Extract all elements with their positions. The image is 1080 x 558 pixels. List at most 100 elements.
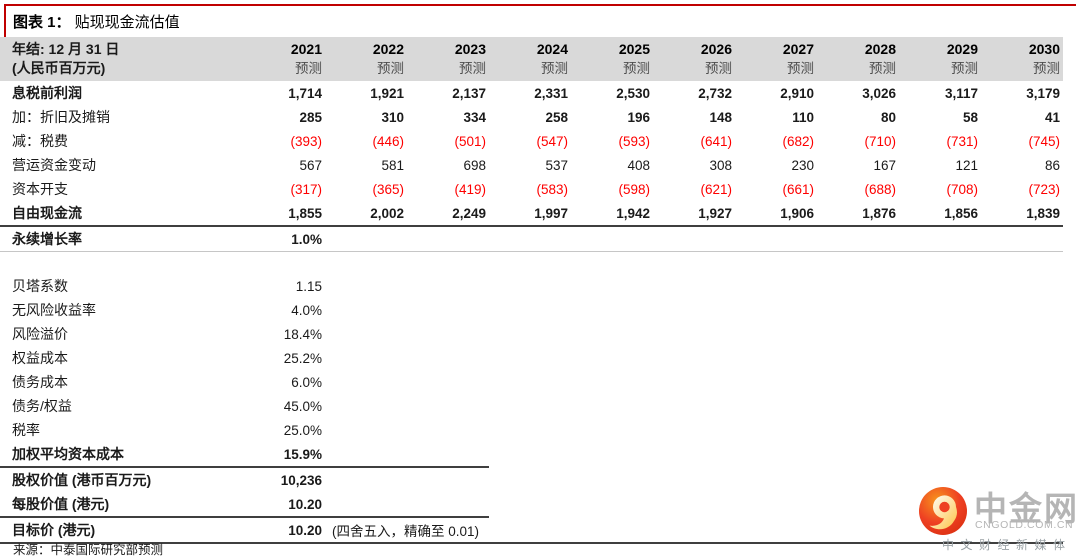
cell-value [407,322,489,346]
table-row: 风险溢价 18.4% [0,322,1063,346]
cell-value [981,346,1063,370]
cell-value [325,467,407,492]
cell-value: 2,137 [452,85,486,101]
cell-value: (723) [1028,181,1060,197]
header-label: 年结: 12 月 31 日 (人民币百万元) [0,37,243,81]
cell-value: 196 [627,109,650,125]
cell-value [407,467,489,492]
cell-value: 10.20 [243,492,325,518]
cell-value [325,346,407,370]
cell-value [817,492,899,517]
cell-value: 537 [545,157,568,173]
row-label: 税率 [12,422,40,438]
cell-value [817,322,899,346]
cell-value [899,346,981,370]
table-row: 资本开支 (317) (365) (419) (583) (598) (621) (661) (… [0,177,1063,201]
table-row: 息税前利润 1,714 1,921 2,137 2,331 2,530 2,732 2,910… [0,81,1063,105]
cell-value [571,298,653,322]
cell-value: 4.0% [291,302,322,318]
cell-value: 1,942 [571,201,653,227]
cell-value: (598) [618,181,650,197]
cell-value: 6.0% [291,374,322,390]
cell-value: (593) [618,133,650,149]
row-label: 营运资金变动 [12,157,96,173]
row-label: 目标价 (港元) [0,517,243,544]
cell-value: 58 [962,109,978,125]
cell-value [981,370,1063,394]
cell-value: (419) [454,181,486,197]
cell-value: (708) [946,181,978,197]
cell-value [325,226,407,252]
cell-value [653,226,735,252]
cell-value: 3,026 [862,85,896,101]
cell-value [735,274,817,298]
cell-value [571,492,653,517]
table-row: 加：折旧及摊销 285 310 334 258 196 148 110 80 58 41 [0,105,1063,129]
cell-value [489,394,571,418]
cell-value [981,442,1063,467]
cell-value: 1,876 [817,201,899,227]
table-row: 权益成本 25.2% [0,346,1063,370]
cell-value [325,370,407,394]
cell-value: 308 [709,157,732,173]
cell-value: 25.0% [283,422,322,438]
cell-value [653,442,735,467]
cell-value [489,346,571,370]
cell-value: (317) [290,181,322,197]
table-row: 贝塔系数 1.15 [0,274,1063,298]
table-row: 股权价值 (港币百万元) 10,236 [0,467,1063,492]
row-label: 风险溢价 [12,326,68,342]
row-label: 自由现金流 [0,201,243,227]
cell-value: 1,714 [288,85,322,101]
cell-value [571,467,653,492]
cell-value [899,226,981,252]
cell-value: 1,839 [981,201,1063,227]
cell-value [981,418,1063,442]
cell-value [325,442,407,468]
header-year-cell: 2022 预测 [325,37,407,81]
cell-value [653,418,735,442]
cell-value [489,322,571,346]
spacer-row [0,252,1063,275]
cell-value: 408 [627,157,650,173]
row-label: 永续增长率 [0,226,243,252]
cell-value: (446) [372,133,404,149]
cell-value: 45.0% [283,398,322,414]
cell-value: (682) [782,133,814,149]
cell-value [735,442,817,467]
cell-value [735,370,817,394]
cell-value [981,226,1063,252]
cell-value [817,467,899,492]
cell-value [407,418,489,442]
cell-value [817,370,899,394]
cell-value: 25.2% [283,350,322,366]
cngold-logo-icon [919,487,967,535]
cell-value [407,370,489,394]
cell-value [489,226,571,252]
cngold-watermark: 中金网 CNGOLD.COM.CN 中文财经新媒体 [916,482,1077,552]
table-row: 减：税费 (393) (446) (501) (547) (593) (641) (682) (… [0,129,1063,153]
cell-value [571,370,653,394]
cell-value [489,370,571,394]
cell-value: (688) [864,181,896,197]
row-label: 减：税费 [12,133,68,149]
cell-value [325,418,407,442]
cell-value: 334 [463,109,486,125]
cell-value: 258 [545,109,568,125]
cell-value [653,370,735,394]
cell-value [817,442,899,467]
cell-value [817,346,899,370]
row-label: 加：折旧及摊销 [12,109,110,125]
logo-name: 中金网 [974,490,1079,527]
cell-value [817,394,899,418]
red-left-border [4,4,6,56]
cell-value: (661) [782,181,814,197]
cell-value [325,298,407,322]
cell-value: 148 [709,109,732,125]
cell-value [817,226,899,252]
cell-value [653,346,735,370]
cell-value: 41 [1044,109,1060,125]
cell-value: 86 [1044,157,1060,173]
header-year-cell: 2027 预测 [735,37,817,81]
